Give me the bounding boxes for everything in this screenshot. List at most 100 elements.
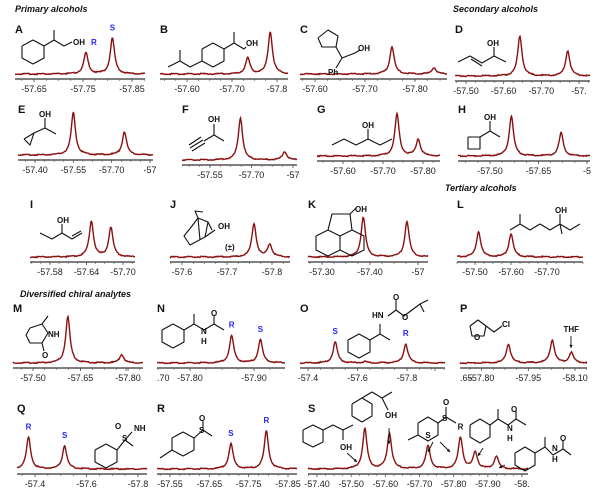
- tick-label: -57.4: [25, 479, 46, 489]
- structure-bond: [369, 333, 391, 341]
- structure-label: N: [507, 424, 513, 433]
- spectrum-trace: [12, 314, 143, 365]
- structure-label: S: [122, 434, 128, 443]
- tick-label: -57.90: [475, 479, 501, 489]
- tick-label: -5: [583, 166, 591, 176]
- tick-label: -57.58: [37, 267, 63, 277]
- stereo-label: R: [263, 416, 269, 425]
- spectrum-trace: [29, 220, 136, 259]
- structure-label: H: [201, 337, 207, 346]
- structure-bond: [514, 446, 536, 472]
- stereo-label: S: [258, 325, 264, 334]
- peak-label: THF: [563, 325, 579, 334]
- structure-bond: [361, 391, 393, 399]
- tick-label: .65: [460, 373, 473, 383]
- structure-bond: [467, 136, 481, 150]
- structure-label: OH: [358, 44, 370, 53]
- panel-letter: D: [455, 24, 463, 36]
- tick-label: -57.80: [177, 373, 203, 383]
- spectrum-trace: [299, 340, 446, 365]
- arrow-head-icon: [478, 452, 482, 456]
- tick-label: .70: [157, 373, 170, 383]
- structure-bond: [469, 418, 491, 444]
- stereo-label: S: [62, 431, 68, 440]
- structure-bond: [347, 333, 371, 359]
- structure-bond: [387, 303, 421, 317]
- tick-label: -57.7: [217, 267, 238, 277]
- structure-label: H: [507, 434, 513, 443]
- structure-bond: [407, 434, 419, 441]
- tick-label: -57.50: [462, 267, 488, 277]
- structure-bond: [21, 39, 45, 65]
- structure-label: HN: [372, 311, 384, 320]
- tick-label: -57.55: [197, 170, 223, 180]
- structure-bond: [41, 342, 45, 352]
- structure-label: OH: [355, 205, 367, 214]
- tick-label: -57.70: [110, 267, 136, 277]
- structure-label: NH: [48, 330, 60, 339]
- structure-label: OH: [484, 113, 496, 122]
- structure-bond: [534, 446, 572, 456]
- tick-label: -57: [411, 267, 424, 277]
- spectrum-trace: [157, 430, 298, 471]
- structure-bond: [23, 132, 35, 146]
- structure-label: O: [474, 333, 480, 342]
- tick-label: -57.80: [469, 373, 495, 383]
- structure-bond: [188, 136, 202, 146]
- structure-label: Cl: [502, 320, 510, 329]
- structure-label: O: [393, 293, 399, 302]
- tick-label: -57.4: [298, 373, 319, 383]
- structure-label: OH: [208, 115, 220, 124]
- spectrum-trace: [182, 115, 298, 162]
- tick-label: -57.95: [516, 373, 542, 383]
- structure-label: S: [442, 414, 448, 423]
- structure-bond: [203, 134, 225, 142]
- tick-label: -57.30: [309, 267, 335, 277]
- panel-letter: G: [317, 104, 326, 116]
- structure-bond: [419, 299, 429, 305]
- tick-label: -57.50: [20, 373, 46, 383]
- structure-bond: [197, 217, 201, 241]
- structure-bond: [33, 127, 57, 135]
- structure-label: O: [560, 434, 566, 443]
- structure-bond: [479, 130, 501, 138]
- panel-letter: J: [170, 199, 176, 211]
- tick-label: -57.85: [119, 84, 145, 94]
- spectrum-trace: [16, 435, 148, 471]
- section-diversified-chiral-analytes: Diversified chiral analytes: [20, 289, 131, 299]
- structure-label: O: [199, 414, 205, 423]
- tick-label: -58.10: [562, 373, 588, 383]
- structure-bond: [469, 319, 487, 337]
- spectrum-trace: [455, 34, 591, 78]
- tick-label: -57.80: [441, 479, 467, 489]
- structure-bond: [194, 210, 204, 219]
- structure-bond: [381, 397, 389, 411]
- structure-bond: [167, 60, 203, 68]
- tick-label: -57.70: [352, 84, 378, 94]
- spectrum-trace: [457, 114, 591, 158]
- tick-label: -57: [286, 170, 299, 180]
- structure-bond: [339, 229, 365, 257]
- panel-letter: M: [13, 303, 22, 315]
- spectrum-trace: [157, 334, 286, 365]
- tick-label: -57.40: [304, 479, 330, 489]
- tick-label: -57.64: [74, 267, 100, 277]
- structure-bond: [201, 42, 225, 68]
- tick-label: -57.75: [70, 84, 96, 94]
- structure-bond: [183, 217, 209, 246]
- tick-label: -57.55: [61, 165, 87, 175]
- structure-label: N: [201, 327, 207, 336]
- tick-label: -57.55: [157, 479, 183, 489]
- panel-letter: S: [308, 403, 315, 415]
- tick-label: -58.: [514, 479, 530, 489]
- panel-letter: B: [160, 24, 168, 36]
- structure-bond: [25, 323, 49, 344]
- structure-label: O: [443, 398, 449, 407]
- tick-label: -57.40: [22, 165, 48, 175]
- structure-bond: [191, 142, 206, 152]
- panel-letter: A: [15, 24, 23, 36]
- panel-letter: O: [300, 303, 309, 315]
- spectrum-trace: [307, 426, 529, 471]
- structure-bond: [349, 207, 357, 215]
